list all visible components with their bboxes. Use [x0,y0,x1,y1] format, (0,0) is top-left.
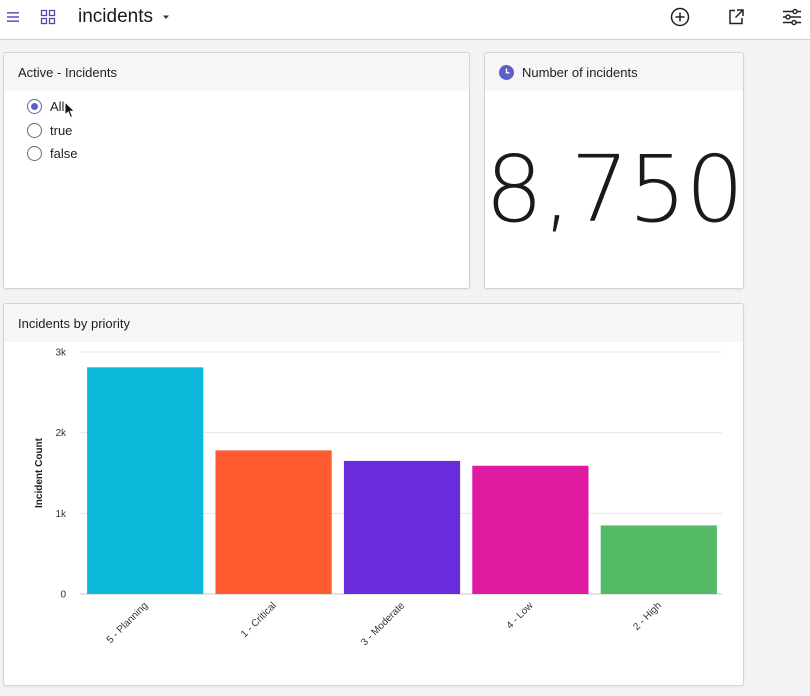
x-tick-label: 3 - Moderate [359,600,407,648]
radio-label-true: true [50,122,73,138]
hamburger-menu-icon[interactable] [4,8,22,26]
radio-option-true[interactable]: true [27,119,77,143]
x-tick-label: 5 - Planning [105,600,151,646]
radio-option-all[interactable]: All [27,95,77,119]
radio-group: All true false [27,95,77,166]
incident-count-value: 8,750 [484,136,744,243]
bar[interactable] [215,450,332,594]
number-of-incidents-panel: Number of incidents 8,750 [484,52,744,289]
active-incidents-filter-panel: Active - Incidents All true false [3,52,470,289]
y-tick-label: 0 [60,590,66,601]
count-panel-title: Number of incidents [522,64,638,80]
grid-icon[interactable] [38,7,58,27]
bar[interactable] [472,465,589,594]
radio-label-all: All [50,99,65,115]
radio-button-false[interactable] [27,146,42,162]
bar[interactable] [87,367,204,594]
y-tick-label: 2k [55,428,67,439]
caret-down-icon[interactable] [158,9,174,25]
radio-button-true[interactable] [27,122,42,138]
radio-label-false: false [50,146,78,162]
chart-panel-header: Incidents by priority [4,304,743,342]
bar[interactable] [343,460,461,594]
x-tick-label: 4 - Low [505,600,537,632]
top-bar: incidents [0,0,810,40]
x-tick-label: 2 - High [631,600,664,633]
count-panel-header: Number of incidents [485,53,743,91]
y-axis-label: Incident Count [34,437,45,508]
clock-icon [499,64,514,80]
filter-panel-header: Active - Incidents [4,53,469,91]
page-title[interactable]: incidents [78,6,153,27]
radio-option-false[interactable]: false [27,142,77,166]
bar-chart: 0 1k 2k 3k Incident Count 5 - Planning 1 - Cri… [34,348,722,648]
chart-panel-title: Incidents by priority [18,315,130,331]
filter-panel-title: Active - Incidents [18,64,117,80]
incidents-by-priority-panel: Incidents by priority 0 1k 2k 3k Incident Co… [3,303,744,686]
add-circle-icon[interactable] [668,5,692,29]
x-tick-label: 1 - Critical [239,600,279,640]
y-tick-label: 1k [55,509,67,520]
share-icon[interactable] [724,5,748,29]
y-tick-label: 3k [55,348,67,359]
radio-button-all[interactable] [27,99,42,115]
settings-sliders-icon[interactable] [780,5,804,29]
bar[interactable] [600,525,717,594]
